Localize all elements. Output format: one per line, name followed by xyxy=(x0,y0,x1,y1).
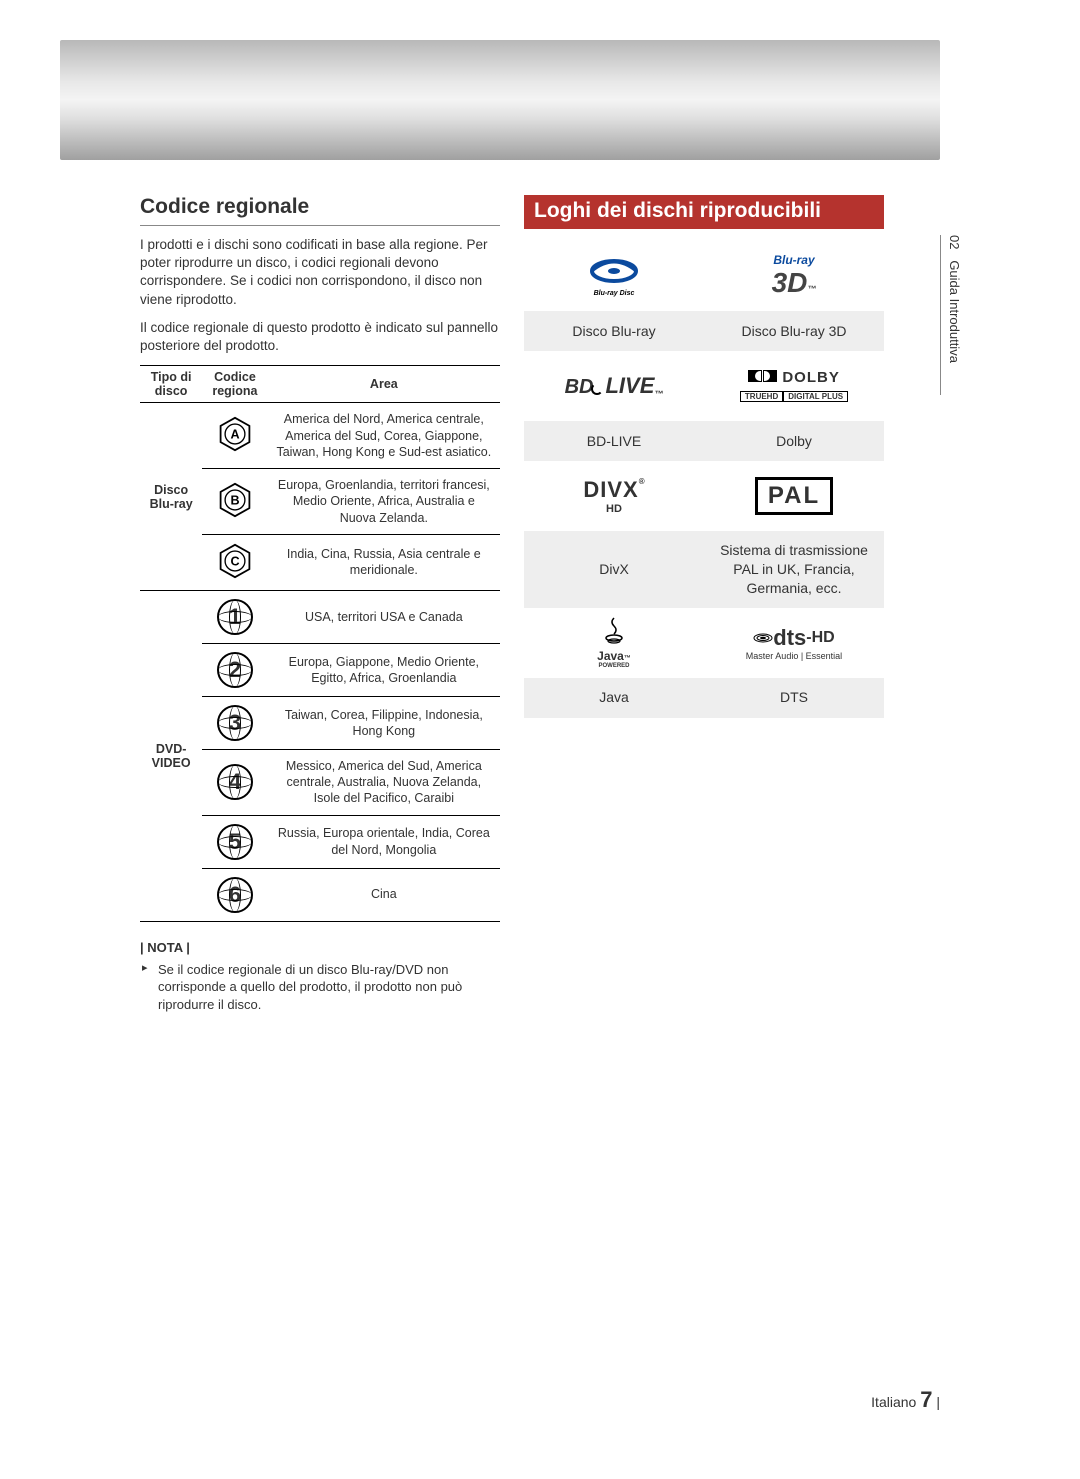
svg-text:C: C xyxy=(230,554,239,568)
java-label: Java xyxy=(599,688,629,707)
bluray-disc-icon: Blu-ray Disc xyxy=(582,255,646,297)
area-cell: America del Nord, America centrale, Amer… xyxy=(268,403,500,469)
region-code-icon: C xyxy=(202,534,267,590)
bluray-type-cell: Disco Blu-ray xyxy=(140,403,202,591)
area-cell: Russia, Europa orientale, India, Corea d… xyxy=(268,815,500,868)
th-disc-type: Tipo di disco xyxy=(140,366,202,403)
footer-page: 7 xyxy=(920,1387,932,1412)
bluray-disc-label-cell: Disco Blu-ray xyxy=(524,311,704,351)
area-cell: Taiwan, Corea, Filippine, Indonesia, Hon… xyxy=(268,696,500,749)
region-code-icon: B xyxy=(202,469,267,535)
bd-live-logo: BDLIVE™ xyxy=(524,351,704,421)
divx-icon: DIVX®HD xyxy=(583,475,644,517)
th-region-code: Codice regiona xyxy=(202,366,267,403)
java-icon: Java™POWERED xyxy=(597,622,631,664)
region-code-icon: 5 xyxy=(202,815,267,868)
area-cell: USA, territori USA e Canada xyxy=(268,590,500,643)
region-code-icon: 6 xyxy=(202,868,267,921)
top-banner xyxy=(60,40,940,160)
note-text: Se il codice regionale di un disco Blu-r… xyxy=(140,961,500,1014)
page-footer: Italiano 7 | xyxy=(871,1387,940,1413)
bd-live-label-cell: BD-LIVE xyxy=(524,421,704,461)
area-cell: India, Cina, Russia, Asia centrale e mer… xyxy=(268,534,500,590)
region-code-icon: 1 xyxy=(202,590,267,643)
bluray-disc-logo: Blu-ray Disc xyxy=(524,241,704,311)
bluray-3d-label-cell: Disco Blu-ray 3D xyxy=(704,311,884,351)
dolby-logo: DOLBYTRUEHDDIGITAL PLUS xyxy=(704,351,884,421)
intro-paragraph-2: Il codice regionale di questo prodotto è… xyxy=(140,319,500,355)
dts-hd-icon: dts-HDMaster Audio | Essential xyxy=(746,622,842,664)
dolby-label: Dolby xyxy=(776,432,812,451)
region-code-icon: A xyxy=(202,403,267,469)
logo-grid: Blu-ray Disc Blu-ray3D™ Disco Blu-ray Disco… xyxy=(524,241,884,718)
bluray-3d-logo: Blu-ray3D™ xyxy=(704,241,884,311)
svg-text:Blu-ray Disc: Blu-ray Disc xyxy=(594,290,635,297)
svg-text:B: B xyxy=(230,493,239,507)
pal-label: Sistema di trasmissione PAL in UK, Franc… xyxy=(710,541,878,598)
note-label: | NOTA | xyxy=(140,940,500,955)
left-column: Codice regionale I prodotti e i dischi s… xyxy=(140,195,500,1013)
footer-bar: | xyxy=(936,1394,940,1410)
area-cell: Europa, Giappone, Medio Oriente, Egitto,… xyxy=(268,643,500,696)
bluray-disc-label: Disco Blu-ray xyxy=(572,322,655,341)
dts-hd-logo: dts-HDMaster Audio | Essential xyxy=(704,608,884,678)
region-code-icon: 2 xyxy=(202,643,267,696)
dolby-label-cell: Dolby xyxy=(704,421,884,461)
bluray-3d-label: Disco Blu-ray 3D xyxy=(741,322,846,341)
divx-logo: DIVX®HD xyxy=(524,461,704,531)
pal-icon: PAL xyxy=(755,475,833,517)
pal-label-cell: Sistema di trasmissione PAL in UK, Franc… xyxy=(704,531,884,608)
bd-live-icon: BDLIVE™ xyxy=(565,365,664,407)
area-cell: Europa, Groenlandia, territori francesi,… xyxy=(268,469,500,535)
region-table: Tipo di disco Codice regiona Area Disco … xyxy=(140,365,500,921)
intro-paragraph-1: I prodotti e i dischi sono codificati in… xyxy=(140,236,500,309)
bluray-3d-icon: Blu-ray3D™ xyxy=(772,255,817,297)
dolby-icon: DOLBYTRUEHDDIGITAL PLUS xyxy=(740,365,848,407)
dts-hd-label: DTS xyxy=(780,688,808,707)
region-code-icon: 3 xyxy=(202,696,267,749)
area-cell: Cina xyxy=(268,868,500,921)
region-code-icon: 4 xyxy=(202,749,267,815)
logos-title: Loghi dei dischi riproducibili xyxy=(524,195,884,229)
divx-label: DivX xyxy=(599,560,629,579)
dvd-type-cell: DVD-VIDEO xyxy=(140,590,202,921)
svg-text:A: A xyxy=(230,428,239,442)
right-column: Loghi dei dischi riproducibili Blu-ray D… xyxy=(524,195,884,1013)
java-logo: Java™POWERED xyxy=(524,608,704,678)
dts-hd-label-cell: DTS xyxy=(704,678,884,718)
th-area: Area xyxy=(268,366,500,403)
java-label-cell: Java xyxy=(524,678,704,718)
area-cell: Messico, America del Sud, America centra… xyxy=(268,749,500,815)
bd-live-label: BD-LIVE xyxy=(587,432,641,451)
region-code-title: Codice regionale xyxy=(140,195,500,226)
divx-label-cell: DivX xyxy=(524,531,704,608)
pal-logo: PAL xyxy=(704,461,884,531)
footer-lang: Italiano xyxy=(871,1394,916,1410)
